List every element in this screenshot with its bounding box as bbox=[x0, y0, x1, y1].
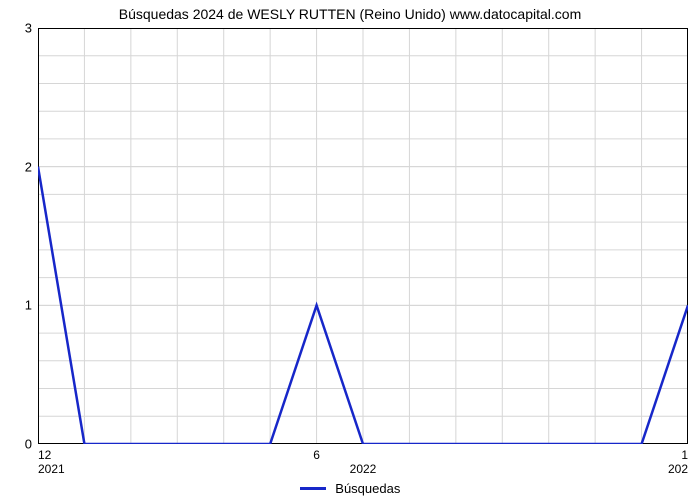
y-tick-label: 2 bbox=[25, 159, 32, 174]
chart-container: Búsquedas 2024 de WESLY RUTTEN (Reino Un… bbox=[0, 0, 700, 500]
y-tick-label: 3 bbox=[25, 21, 32, 36]
chart-legend: Búsquedas bbox=[0, 480, 700, 496]
chart-title: Búsquedas 2024 de WESLY RUTTEN (Reino Un… bbox=[0, 6, 700, 22]
x-year-label: 202 bbox=[668, 462, 688, 476]
x-year-label: 2022 bbox=[350, 462, 377, 476]
line-chart-svg bbox=[38, 28, 688, 444]
x-tick-label: 6 bbox=[313, 448, 320, 462]
plot-area: 0123126120212022202 bbox=[38, 28, 688, 444]
y-tick-label: 0 bbox=[25, 437, 32, 452]
x-year-label: 2021 bbox=[38, 462, 65, 476]
x-tick-label: 1 bbox=[681, 448, 688, 462]
legend-label: Búsquedas bbox=[335, 481, 400, 496]
legend-swatch bbox=[300, 487, 326, 490]
y-tick-label: 1 bbox=[25, 298, 32, 313]
x-tick-label: 12 bbox=[38, 448, 51, 462]
